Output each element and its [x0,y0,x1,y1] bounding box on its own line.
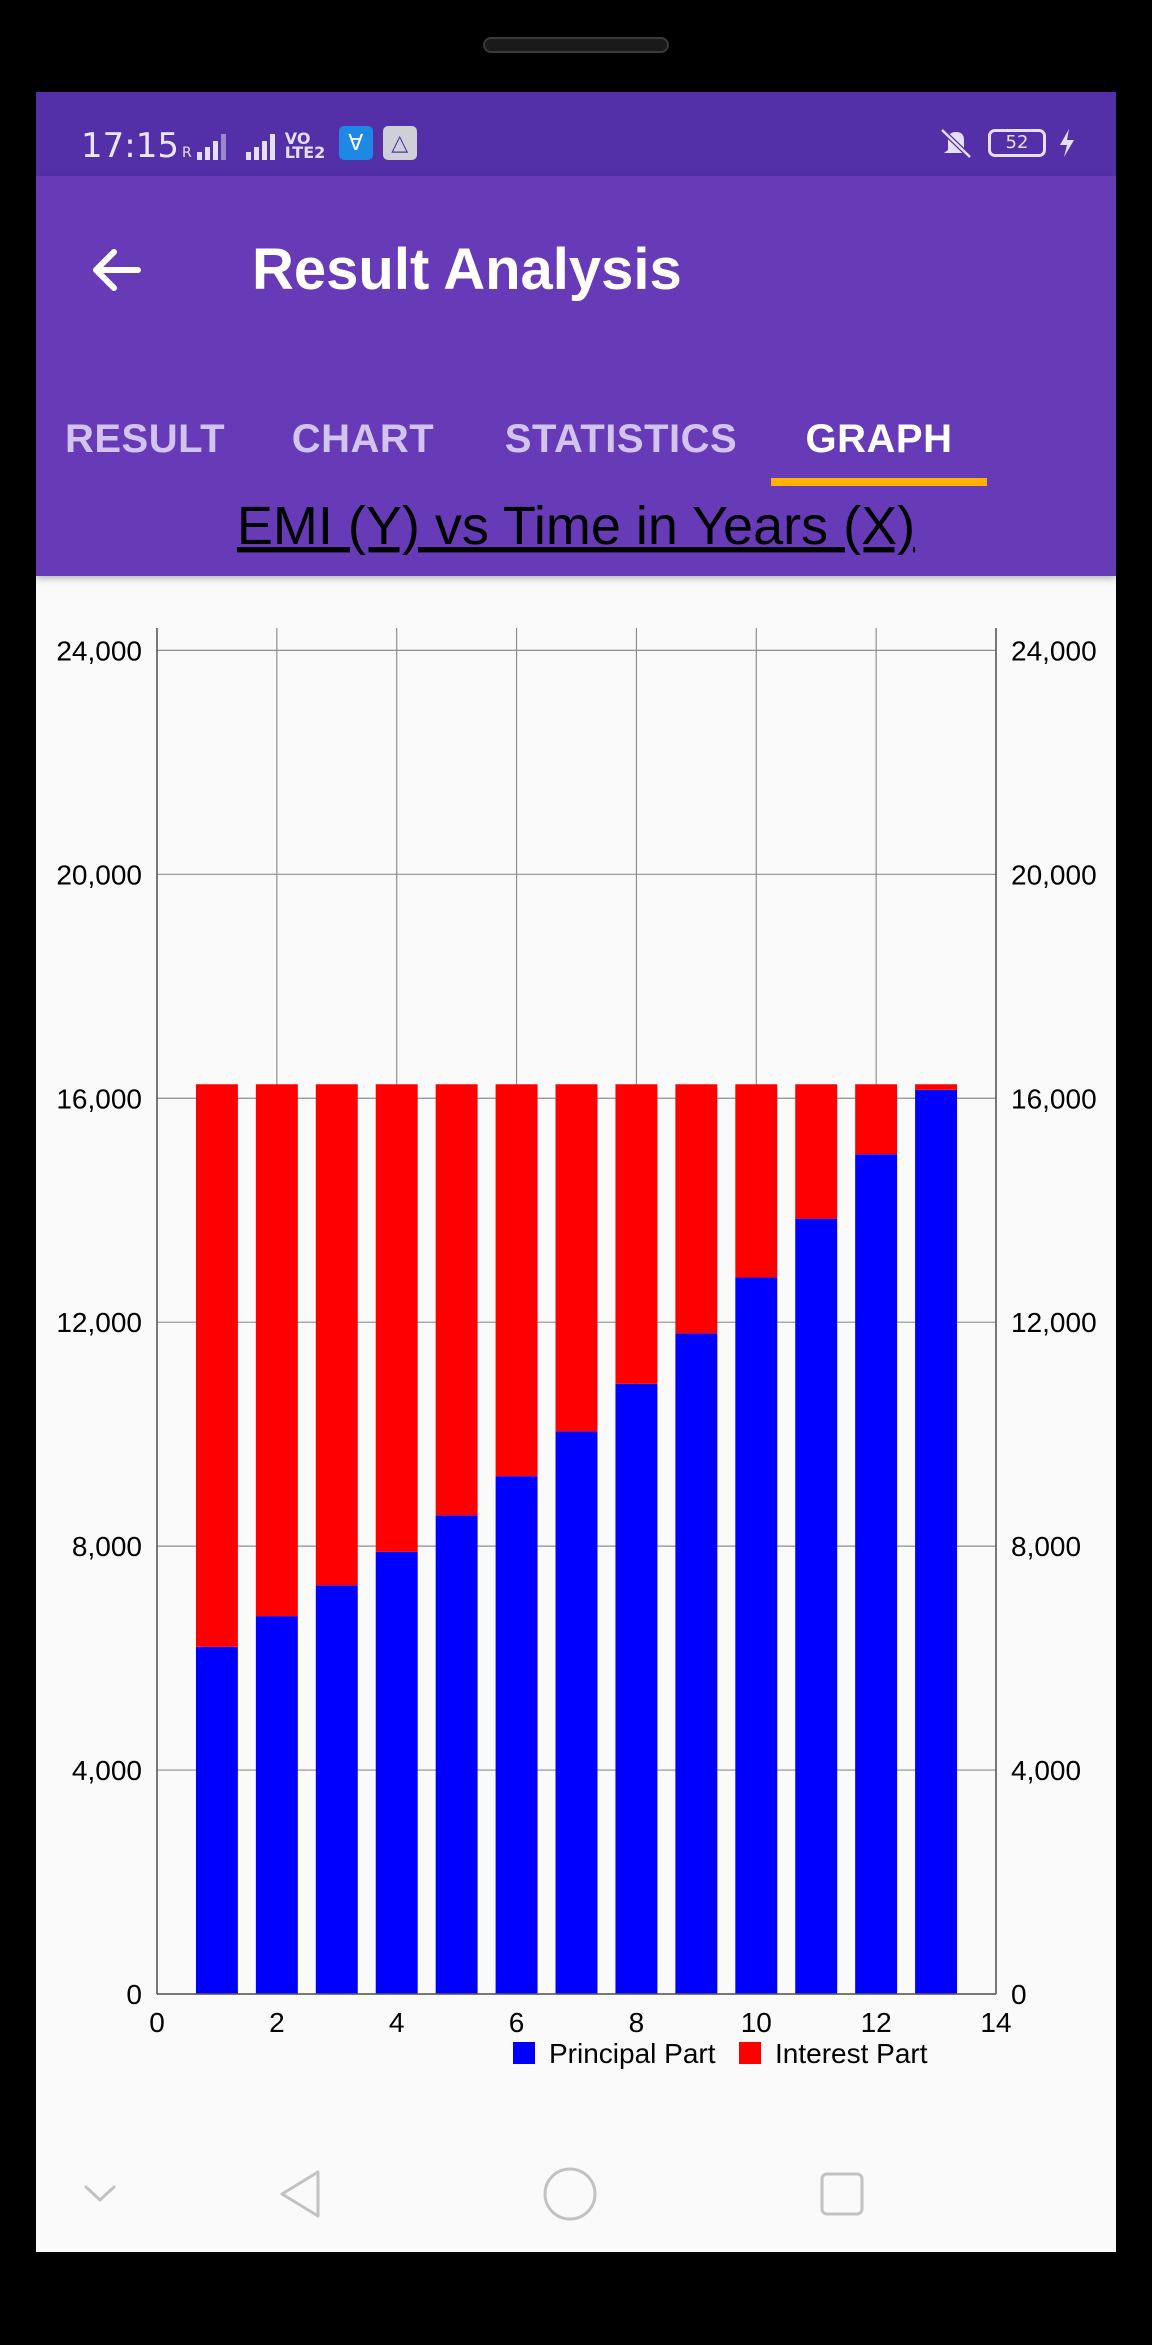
x-tick-label: 2 [269,2007,285,2038]
bar-interest [795,1084,838,1219]
legend-swatch-interest [739,2042,761,2064]
bar-interest [255,1084,298,1617]
tab-statistics[interactable]: STATISTICS [504,416,738,461]
y-tick-label-left: 16,000 [56,1083,142,1114]
chart-bars [195,1084,958,1994]
x-tick-label: 8 [629,2007,645,2038]
battery-icon: 52 [988,129,1046,157]
navigation-bar [36,2132,1116,2252]
bar-interest [375,1084,418,1552]
drive-icon: △ [382,126,417,160]
bar-principal [675,1333,718,1994]
x-tick-label: 6 [509,2007,525,2038]
status-icons-left: R VO LTE2 ∀ △ [182,126,417,162]
bar-interest [855,1084,898,1155]
y-tick-label-left: 8,000 [72,1531,142,1562]
y-tick-label-right: 24,000 [1011,635,1097,666]
bar-principal [495,1476,538,1994]
y-tick-label-right: 0 [1011,1979,1027,2010]
x-tick-label: 14 [980,2007,1011,2038]
phone-screen: 17:15 R VO LTE2 ∀ △ 52 [36,92,1116,2252]
bar-principal [315,1585,358,1994]
x-tick-label: 0 [149,2007,165,2038]
x-tick-label: 10 [741,2007,772,2038]
bar-principal [435,1515,478,1994]
back-button[interactable] [76,230,156,310]
legend-label-interest: Interest Part [775,2038,928,2069]
bar-interest [555,1084,598,1432]
status-time: 17:15 [81,126,179,166]
back-triangle-icon[interactable] [272,2164,332,2224]
y-tick-label-left: 4,000 [72,1755,142,1786]
bar-interest [915,1084,958,1090]
home-circle-icon[interactable] [540,2164,600,2224]
bar-principal [855,1154,898,1994]
x-tick-label: 4 [389,2007,405,2038]
tab-chart[interactable]: CHART [291,416,435,461]
chart-legend: Principal Part Interest Part [513,2038,928,2069]
signal-roaming-icon: R [182,132,226,160]
x-tick-label: 12 [861,2007,892,2038]
emi-chart: EMI (Y) vs Time in Years (X) 0 04,000 4,00… [56,496,1097,2069]
hide-nav-icon[interactable] [80,2178,120,2208]
chart-container: EMI (Y) vs Time in Years (X) 0 0 4,000 4,00… [36,92,1116,2252]
bar-interest [315,1084,358,1586]
status-icons-right: 52 [936,126,1076,160]
mute-icon [940,128,972,159]
legend-swatch-principal [513,2042,535,2064]
chart-title: EMI (Y) vs Time in Years (X) [237,496,915,556]
bar-principal [195,1646,238,1994]
legend-label-principal: Principal Part [549,2038,716,2069]
page-title: Result Analysis [252,237,682,302]
app-bar: Result Analysis RESULT CHART STATISTICS … [36,176,1116,576]
bar-interest [735,1084,778,1278]
y-tick-label-left: 20,000 [56,859,142,890]
bar-principal [795,1218,838,1994]
bar-principal [915,1089,958,1994]
bar-interest [615,1084,658,1384]
tab-indicator [771,478,987,486]
bar-principal [735,1277,778,1994]
bar-interest [495,1084,538,1477]
y-tick-label-left: 24,000 [56,635,142,666]
y-tick-label-right: 12,000 [1011,1307,1097,1338]
y-tick-label-right: 16,000 [1011,1083,1097,1114]
bar-principal [615,1383,658,1994]
charging-icon [1060,129,1074,157]
tab-bar: RESULT CHART STATISTICS GRAPH [36,388,1116,490]
status-bar: 17:15 R VO LTE2 ∀ △ 52 [36,92,1116,176]
volte-icon: VO LTE2 [284,129,326,162]
y-tick-label-right: 20,000 [1011,859,1097,890]
recents-square-icon[interactable] [812,2164,872,2224]
arrow-left-icon [93,249,141,291]
bar-principal [255,1616,298,1994]
y-tick-label-right: 8,000 [1011,1531,1081,1562]
tab-graph[interactable]: GRAPH [805,416,953,461]
bar-principal [555,1431,598,1994]
bar-interest [195,1084,238,1647]
tab-result[interactable]: RESULT [64,416,226,461]
bar-interest [675,1084,718,1334]
y-tick-label-left: 0 [126,1979,142,2010]
y-tick-label-left: 12,000 [56,1307,142,1338]
bar-principal [375,1551,418,1994]
signal-icon [245,132,275,160]
usb-icon: ∀ [338,126,373,160]
bar-interest [435,1084,478,1516]
y-tick-label-right: 4,000 [1011,1755,1081,1786]
earpiece-speaker [483,37,669,53]
